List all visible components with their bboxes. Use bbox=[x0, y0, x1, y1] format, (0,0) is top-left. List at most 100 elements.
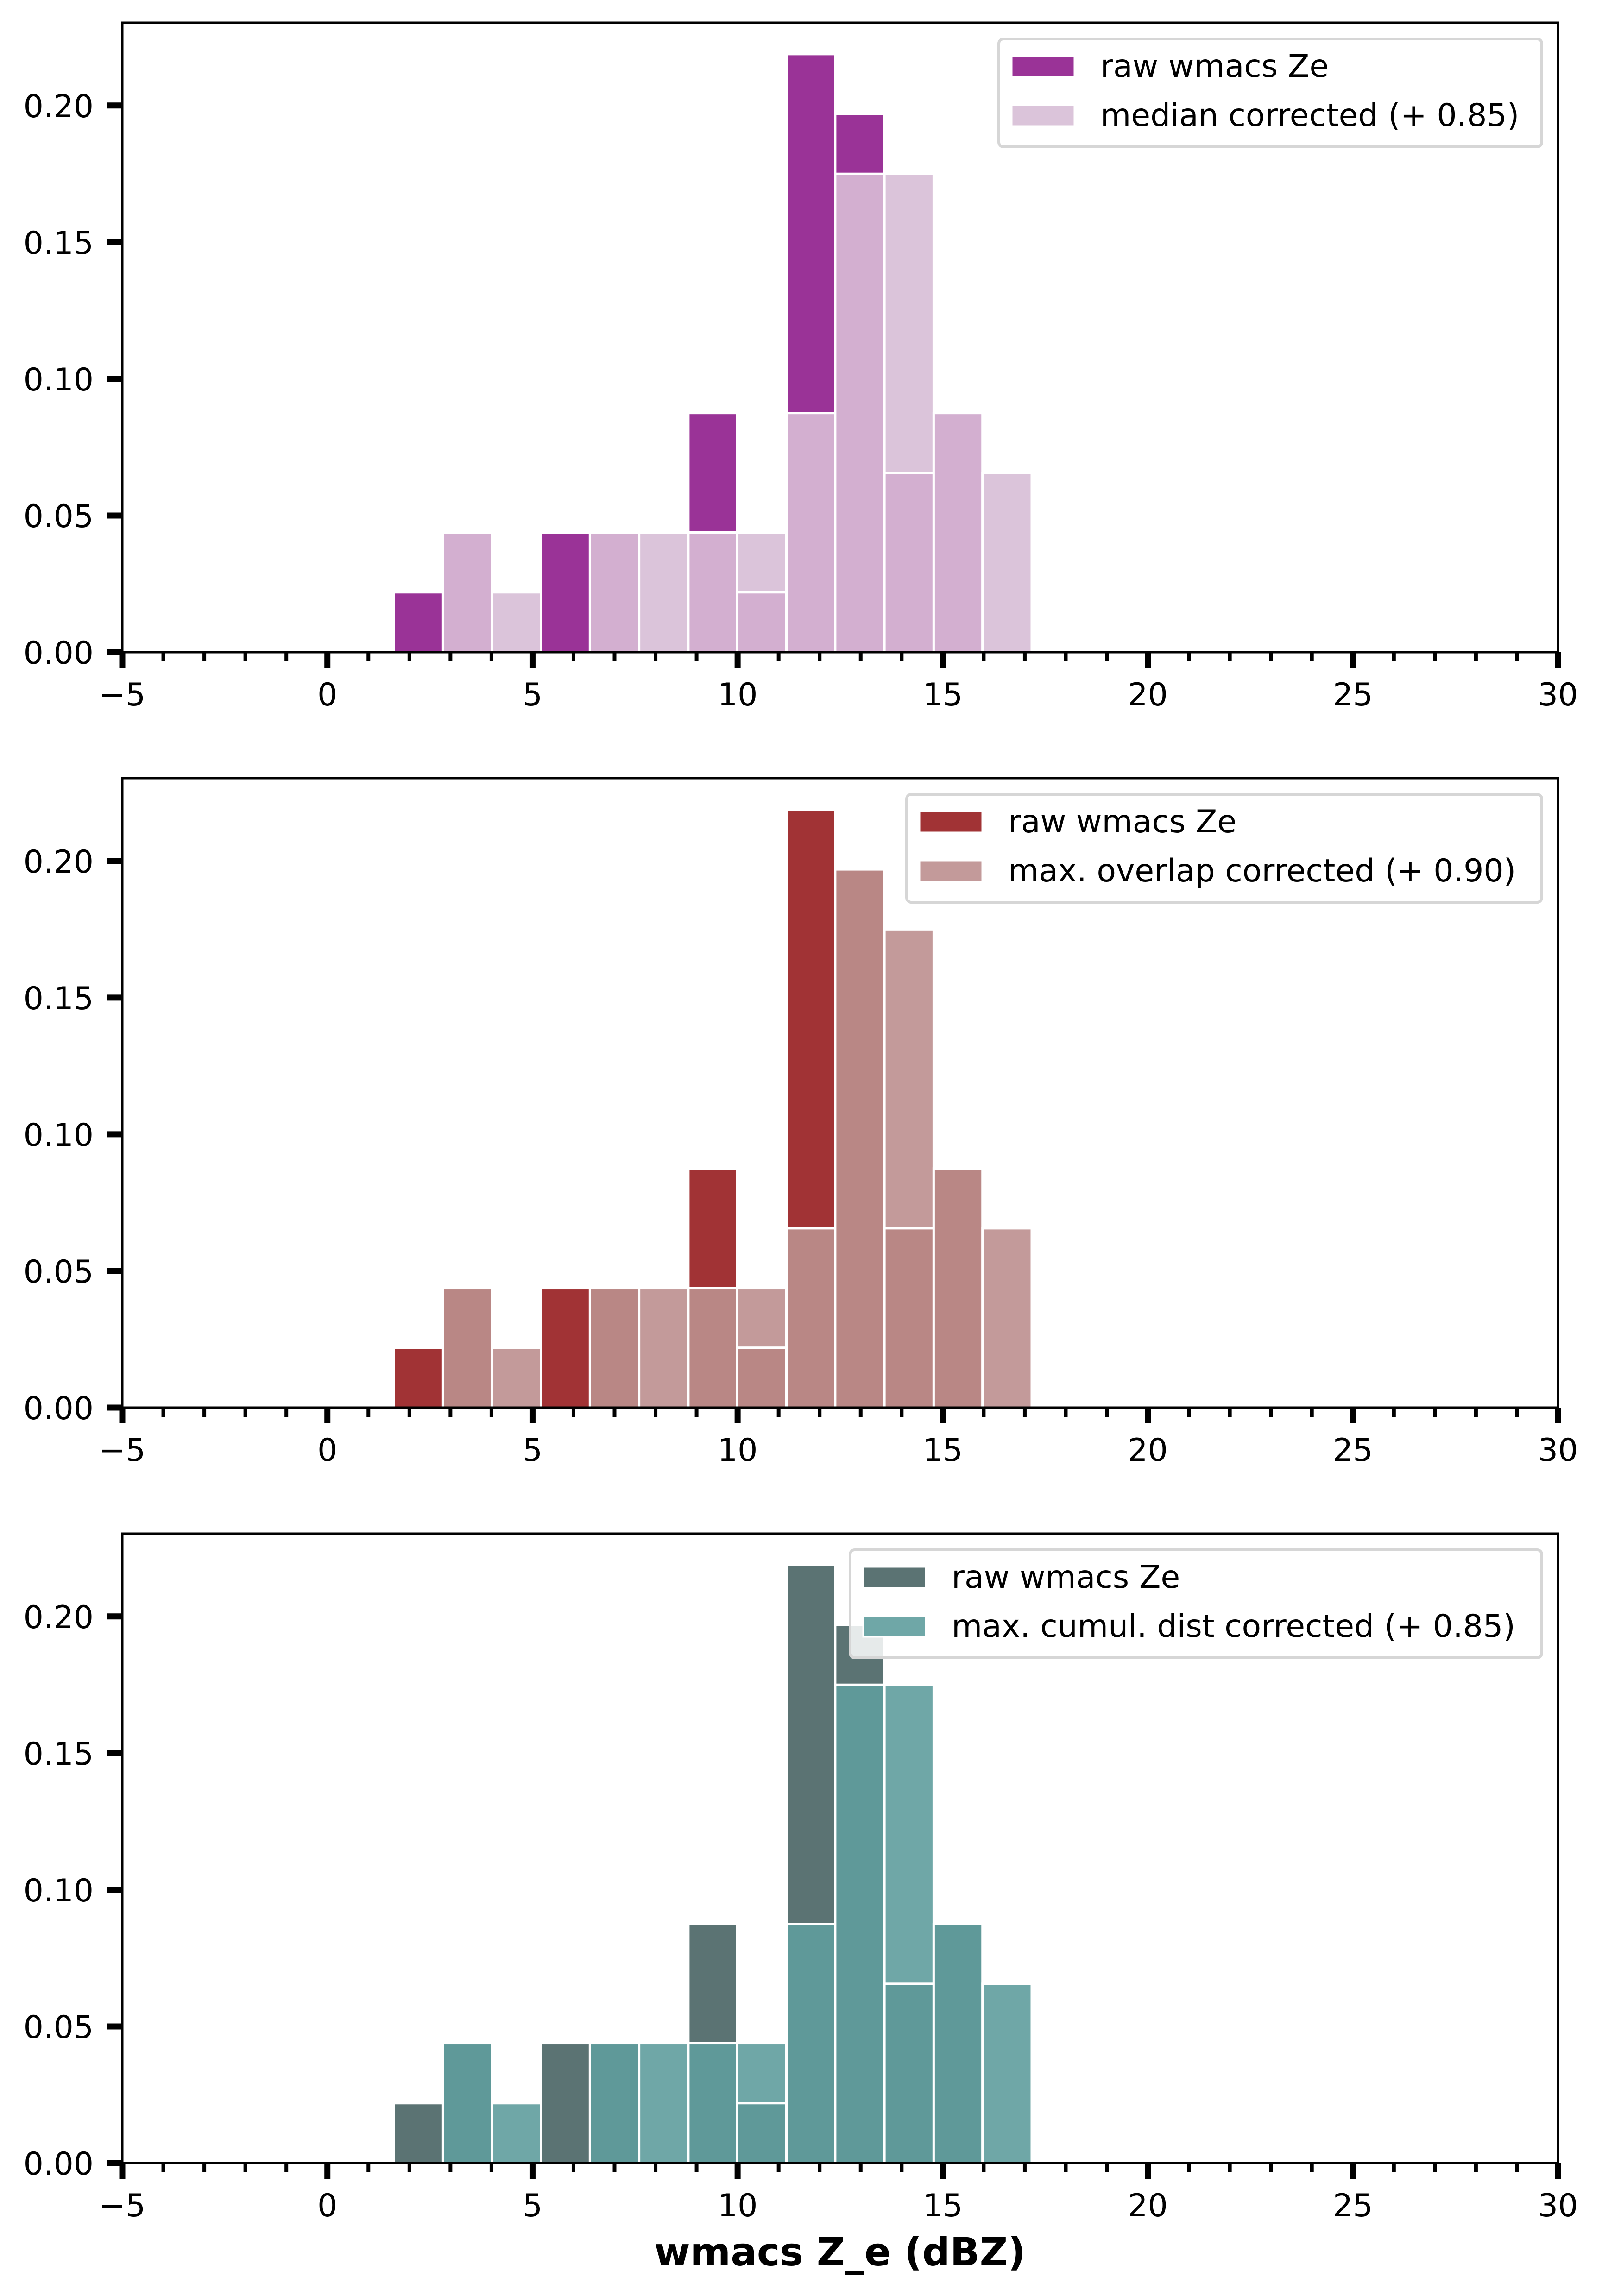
bar-overlap bbox=[932, 1167, 984, 1409]
y-tick-label: 0.15 bbox=[24, 981, 94, 1017]
x-tick-label: 5 bbox=[523, 2188, 542, 2224]
bar-raw bbox=[392, 591, 444, 654]
bar-overlap bbox=[834, 172, 886, 654]
bar-overlap bbox=[736, 591, 788, 654]
x-tick-label: 25 bbox=[1333, 2188, 1373, 2224]
axes-frame bbox=[121, 777, 1559, 1409]
y-tick-label: 0.15 bbox=[24, 1736, 94, 1773]
legend-label: raw wmacs Ze bbox=[1008, 804, 1236, 840]
bar-corrected bbox=[491, 1346, 542, 1409]
bar-overlap bbox=[932, 1923, 984, 2164]
legend-item: max. cumul. dist corrected (+ 0.85) bbox=[862, 1608, 1515, 1645]
bar-raw bbox=[392, 1346, 444, 1409]
legend-swatch bbox=[919, 811, 983, 833]
x-axis: −5 0 5 10 15 20 25 30 bbox=[99, 652, 1578, 713]
legend-label: max. overlap corrected (+ 0.90) bbox=[1008, 853, 1516, 889]
bar-overlap bbox=[932, 412, 984, 654]
axes-frame bbox=[121, 1532, 1559, 2164]
bar-raw bbox=[785, 808, 837, 1230]
x-tick-label: 15 bbox=[923, 677, 963, 713]
bar-overlap bbox=[588, 1287, 641, 1409]
bar-raw bbox=[785, 1564, 837, 1925]
legend-item: raw wmacs Ze bbox=[862, 1559, 1180, 1596]
bar-overlap bbox=[736, 1346, 788, 1409]
bar-corrected bbox=[638, 2042, 690, 2164]
bar-raw bbox=[687, 1923, 738, 2045]
legend-item: median corrected (+ 0.85) bbox=[1011, 97, 1519, 134]
histogram-panel-median: −5 0 5 10 15 20 25 30 0.00 0.05 0.10 0.15 0.20 raw wm… bbox=[24, 21, 1578, 713]
histogram-panel-max-overlap: −5 0 5 10 15 20 25 30 0.00 0.05 0.10 0.15 0.20 raw wm… bbox=[24, 777, 1578, 1469]
bar-overlap bbox=[883, 1982, 935, 2164]
x-tick-label: 30 bbox=[1538, 1432, 1578, 1469]
y-tick-label: 0.05 bbox=[24, 2009, 94, 2046]
legend-item: raw wmacs Ze bbox=[1011, 48, 1329, 85]
bar-overlap bbox=[883, 472, 935, 654]
y-tick-label: 0.10 bbox=[24, 362, 94, 398]
bar-raw bbox=[540, 531, 591, 654]
x-tick-label: 10 bbox=[718, 2188, 758, 2224]
bar-raw bbox=[785, 53, 837, 415]
bar-overlap bbox=[687, 1287, 738, 1409]
bar-overlap bbox=[441, 2042, 493, 2164]
bar-corrected bbox=[981, 472, 1033, 654]
x-tick-label: 20 bbox=[1128, 1432, 1168, 1469]
x-tick-label: −5 bbox=[99, 1432, 145, 1469]
x-tick-label: −5 bbox=[99, 2188, 145, 2224]
bar-overlap bbox=[883, 1227, 935, 1409]
bar-corrected bbox=[736, 531, 788, 594]
legend-box bbox=[905, 793, 1543, 904]
legend: raw wmacs Ze max. cumul. dist corrected (… bbox=[849, 1548, 1543, 1659]
legend-label: raw wmacs Ze bbox=[1100, 48, 1329, 85]
x-tick-label: 25 bbox=[1333, 1432, 1373, 1469]
x-tick-label: 20 bbox=[1128, 2188, 1168, 2224]
y-axis: 0.00 0.05 0.10 0.15 0.20 bbox=[24, 1599, 122, 2183]
y-tick-label: 0.15 bbox=[24, 225, 94, 262]
bar-corrected bbox=[638, 531, 690, 654]
legend-label: max. cumul. dist corrected (+ 0.85) bbox=[952, 1608, 1515, 1645]
bar-overlap bbox=[834, 1683, 886, 2164]
bar-corrected bbox=[736, 2042, 788, 2105]
legend-label: median corrected (+ 0.85) bbox=[1100, 97, 1519, 134]
legend-label: raw wmacs Ze bbox=[952, 1559, 1180, 1596]
y-tick-label: 0.10 bbox=[24, 1117, 94, 1154]
legend-swatch bbox=[919, 860, 983, 882]
bar-overlap bbox=[687, 531, 738, 654]
x-tick-label: 15 bbox=[923, 2188, 963, 2224]
legend-swatch bbox=[1011, 55, 1075, 78]
y-tick-label: 0.20 bbox=[24, 1599, 94, 1636]
x-axis: −5 0 5 10 15 20 25 30 bbox=[99, 1408, 1578, 1469]
x-tick-label: 5 bbox=[523, 1432, 542, 1469]
histogram-panel-max-cumul-dist: −5 0 5 10 15 20 25 30 0.00 0.05 0.10 0.15 0.20 raw wm… bbox=[24, 1532, 1578, 2224]
x-axis: −5 0 5 10 15 20 25 30 bbox=[99, 2163, 1578, 2224]
legend-swatch bbox=[862, 1615, 927, 1638]
bars bbox=[392, 53, 1033, 654]
y-tick-label: 0.20 bbox=[24, 88, 94, 125]
legend-item: max. overlap corrected (+ 0.90) bbox=[919, 853, 1516, 889]
bar-corrected bbox=[981, 1982, 1033, 2164]
legend-box bbox=[849, 1548, 1543, 1659]
bar-raw bbox=[540, 1287, 591, 1409]
bar-corrected bbox=[491, 2102, 542, 2164]
legend: raw wmacs Ze max. overlap corrected (+ 0.… bbox=[905, 793, 1543, 904]
bar-overlap bbox=[441, 1287, 493, 1409]
y-tick-label: 0.20 bbox=[24, 844, 94, 881]
x-tick-label: 0 bbox=[317, 1432, 337, 1469]
bars bbox=[392, 1564, 1033, 2164]
bar-raw bbox=[687, 412, 738, 534]
legend-swatch bbox=[1011, 104, 1075, 127]
legend-swatch bbox=[862, 1566, 927, 1589]
bars bbox=[392, 808, 1033, 1409]
bar-raw bbox=[392, 2102, 444, 2164]
bar-overlap bbox=[588, 2042, 641, 2164]
x-tick-label: 30 bbox=[1538, 677, 1578, 713]
y-tick-label: 0.00 bbox=[24, 635, 94, 672]
y-tick-label: 0.00 bbox=[24, 1390, 94, 1427]
x-tick-label: 5 bbox=[523, 677, 542, 713]
x-tick-label: −5 bbox=[99, 677, 145, 713]
bar-overlap bbox=[785, 1227, 837, 1409]
x-tick-label: 30 bbox=[1538, 2188, 1578, 2224]
x-tick-label: 20 bbox=[1128, 677, 1168, 713]
y-tick-label: 0.05 bbox=[24, 498, 94, 535]
x-axis-label: wmacs Z_e (dBZ) bbox=[654, 2229, 1026, 2275]
x-tick-label: 10 bbox=[718, 677, 758, 713]
